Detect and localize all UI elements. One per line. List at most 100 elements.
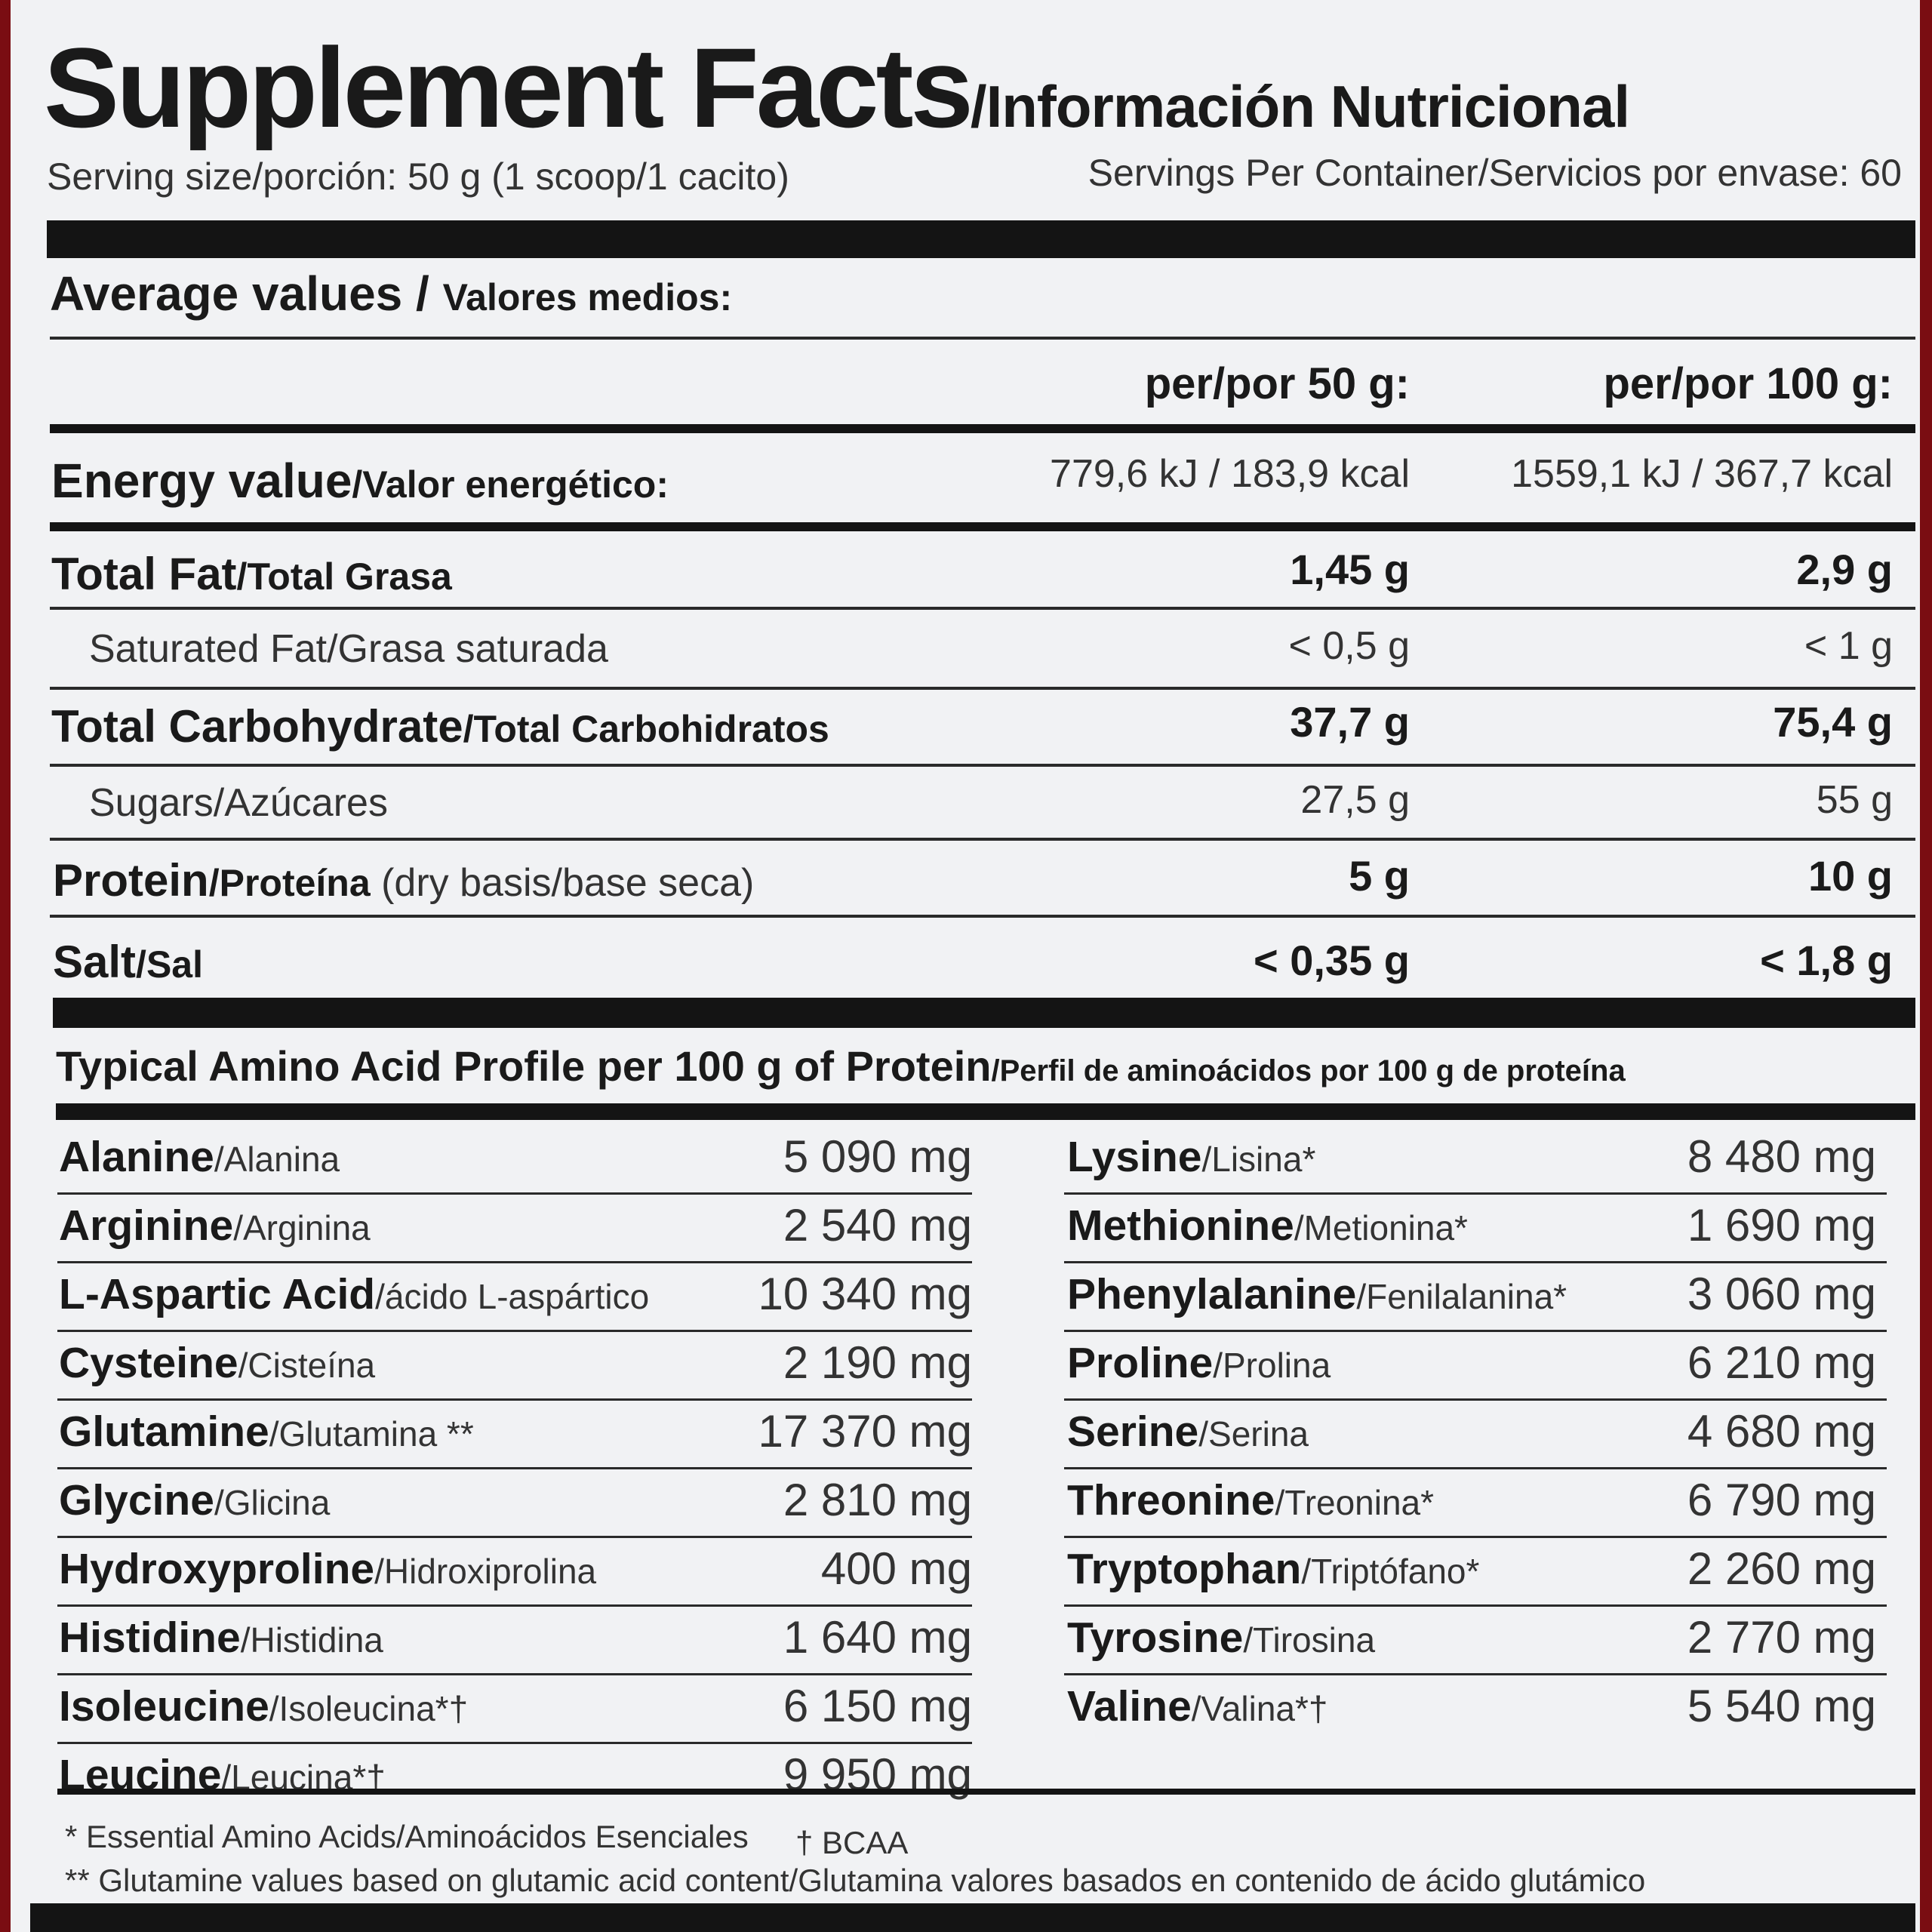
- amino-acid-name: Phenylalanine/Fenilalanina*: [1067, 1270, 1567, 1318]
- amino-acid-value: 6 790 mg: [1687, 1475, 1876, 1525]
- servings-per-container: Servings Per Container/Servicios por env…: [1088, 152, 1902, 194]
- divider: [50, 764, 1915, 767]
- total-fat-label: Total Fat/Total Grasa: [51, 549, 452, 599]
- row-divider: [57, 1330, 972, 1332]
- divider: [50, 687, 1915, 690]
- row-divider: [57, 1467, 972, 1469]
- amino-acid-name: Proline/Prolina: [1067, 1339, 1331, 1387]
- row-divider: [57, 1398, 972, 1401]
- amino-acid-name: Methionine/Metionina*: [1067, 1201, 1468, 1250]
- column-header-100g: per/por 100 g:: [1603, 359, 1893, 408]
- amino-acid-name: Glutamine/Glutamina **: [59, 1407, 474, 1456]
- energy-per-100g: 1559,1 kJ / 367,7 kcal: [1511, 452, 1893, 496]
- amino-acid-name: Glycine/Glicina: [59, 1476, 331, 1524]
- divider: [50, 915, 1915, 918]
- column-header-50g: per/por 50 g:: [1144, 359, 1410, 408]
- amino-acid-value: 17 370 mg: [758, 1406, 972, 1457]
- amino-acid-profile-heading: Typical Amino Acid Profile per 100 g of …: [56, 1042, 1626, 1090]
- amino-acid-value: 6 150 mg: [783, 1681, 972, 1731]
- amino-acid-name: Cysteine/Cisteína: [59, 1339, 376, 1387]
- salt-per-50g: < 0,35 g: [1253, 937, 1410, 984]
- amino-acid-value: 1 690 mg: [1687, 1200, 1876, 1251]
- sugars-label: Sugars/Azúcares: [89, 781, 388, 825]
- total-carbohydrate-label: Total Carbohydrate/Total Carbohidratos: [51, 701, 829, 752]
- row-divider: [1064, 1467, 1887, 1469]
- thick-divider: [53, 998, 1915, 1028]
- energy-per-50g: 779,6 kJ / 183,9 kcal: [1050, 452, 1410, 496]
- title-spanish: /Información Nutricional: [970, 73, 1630, 140]
- amino-acid-name: Lysine/Lisina*: [1067, 1133, 1316, 1181]
- amino-acid-name: L-Aspartic Acid/ácido L-aspártico: [59, 1270, 650, 1318]
- row-divider: [57, 1192, 972, 1195]
- thick-divider: [47, 220, 1915, 258]
- total-fat-per-100g: 2,9 g: [1796, 546, 1893, 593]
- salt-per-100g: < 1,8 g: [1760, 937, 1893, 984]
- divider: [50, 607, 1915, 610]
- amino-acid-name: Tryptophan/Triptófano*: [1067, 1545, 1480, 1593]
- sugars-per-50g: 27,5 g: [1300, 778, 1410, 822]
- saturated-fat-per-50g: < 0,5 g: [1288, 624, 1410, 668]
- energy-label: Energy value/Valor energético:: [51, 454, 669, 508]
- row-divider: [57, 1536, 972, 1538]
- title-english: Supplement Facts: [44, 24, 974, 151]
- amino-acid-value: 2 540 mg: [783, 1200, 972, 1251]
- amino-acid-value: 5 090 mg: [783, 1131, 972, 1182]
- row-divider: [1064, 1673, 1887, 1675]
- amino-acid-value: 5 540 mg: [1687, 1681, 1876, 1731]
- saturated-fat-per-100g: < 1 g: [1804, 624, 1893, 668]
- row-divider: [1064, 1261, 1887, 1263]
- amino-acid-name: Isoleucine/Isoleucina*†: [59, 1682, 469, 1730]
- sugars-per-100g: 55 g: [1816, 778, 1893, 822]
- row-divider: [1064, 1330, 1887, 1332]
- amino-acid-value: 2 770 mg: [1687, 1612, 1876, 1663]
- amino-acid-value: 8 480 mg: [1687, 1131, 1876, 1182]
- row-divider: [57, 1604, 972, 1607]
- bottom-bar: [30, 1903, 1915, 1932]
- protein-per-100g: 10 g: [1807, 852, 1893, 900]
- footnote-glutamine: ** Glutamine values based on glutamic ac…: [65, 1863, 1646, 1898]
- amino-acid-value: 2 190 mg: [783, 1337, 972, 1388]
- row-divider: [1064, 1398, 1887, 1401]
- amino-acid-name: Serine/Serina: [1067, 1407, 1309, 1456]
- row-divider: [57, 1742, 972, 1744]
- facts-title: Supplement Facts/Información Nutricional: [44, 23, 1630, 153]
- amino-acid-name: Arginine/Arginina: [59, 1201, 371, 1250]
- row-divider: [1064, 1604, 1887, 1607]
- footnote-essential: * Essential Amino Acids/Aminoácidos Esen…: [65, 1819, 749, 1854]
- total-fat-per-50g: 1,45 g: [1290, 546, 1410, 593]
- protein-per-50g: 5 g: [1349, 852, 1410, 900]
- divider: [50, 838, 1915, 841]
- amino-acid-value: 400 mg: [820, 1543, 972, 1594]
- amino-acid-value: 2 810 mg: [783, 1475, 972, 1525]
- divider: [50, 337, 1915, 340]
- protein-label: Protein/Proteína (dry basis/base seca): [53, 855, 755, 906]
- average-values-heading: Average values / Valores medios:: [50, 266, 733, 321]
- amino-acid-value: 1 640 mg: [783, 1612, 972, 1663]
- salt-label: Salt/Sal: [53, 937, 203, 987]
- carbohydrate-per-100g: 75,4 g: [1773, 698, 1893, 746]
- footnote-bcaa: † BCAA: [795, 1825, 909, 1860]
- row-divider: [57, 1261, 972, 1263]
- amino-acid-name: Valine/Valina*†: [1067, 1682, 1328, 1730]
- row-divider: [1064, 1536, 1887, 1538]
- amino-acid-value: 10 340 mg: [758, 1269, 972, 1319]
- amino-acid-name: Hydroxyproline/Hidroxiprolina: [59, 1545, 597, 1593]
- saturated-fat-label: Saturated Fat/Grasa saturada: [89, 627, 608, 671]
- supplement-facts-panel: [11, 0, 1920, 1932]
- amino-acid-value: 2 260 mg: [1687, 1543, 1876, 1594]
- divider: [50, 424, 1915, 433]
- divider: [56, 1103, 1915, 1120]
- amino-acid-name: Histidine/Histidina: [59, 1614, 383, 1662]
- amino-acid-name: Alanine/Alanina: [59, 1133, 340, 1181]
- amino-acid-value: 3 060 mg: [1687, 1269, 1876, 1319]
- divider: [50, 522, 1915, 531]
- row-divider: [57, 1673, 972, 1675]
- carbohydrate-per-50g: 37,7 g: [1290, 698, 1410, 746]
- amino-acid-name: Threonine/Treonina*: [1067, 1476, 1435, 1524]
- row-divider: [1064, 1192, 1887, 1195]
- divider: [57, 1789, 1915, 1795]
- amino-acid-value: 6 210 mg: [1687, 1337, 1876, 1388]
- amino-acid-name: Tyrosine/Tirosina: [1067, 1614, 1376, 1662]
- amino-acid-value: 4 680 mg: [1687, 1406, 1876, 1457]
- serving-size: Serving size/porción: 50 g (1 scoop/1 ca…: [47, 155, 789, 198]
